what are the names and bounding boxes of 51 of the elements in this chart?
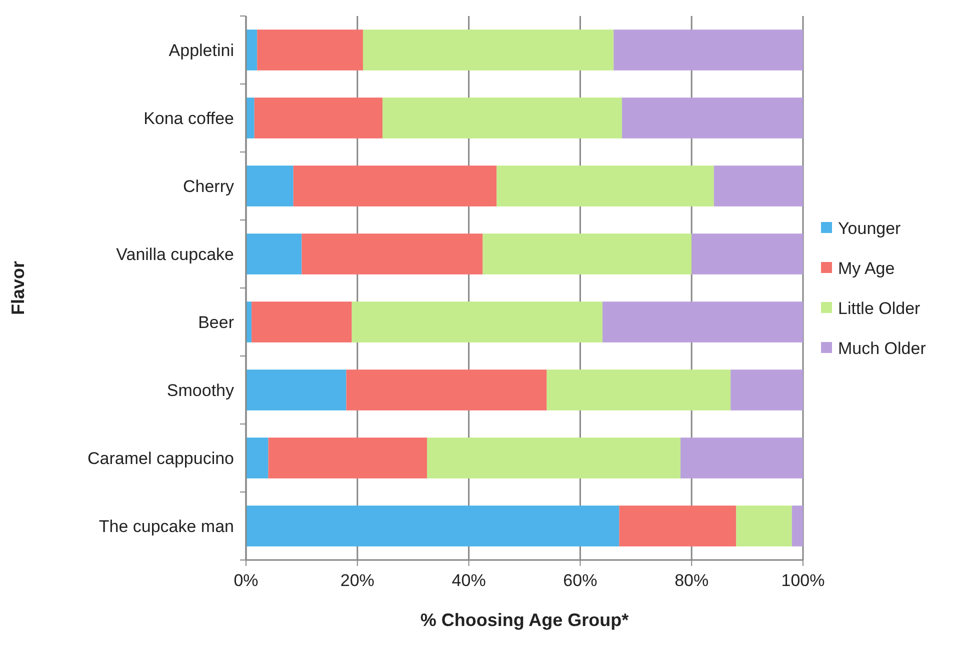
bar bbox=[482, 234, 692, 274]
bar bbox=[246, 506, 620, 546]
bar bbox=[614, 30, 803, 70]
bar bbox=[382, 98, 622, 138]
legend-label: Younger bbox=[838, 218, 902, 238]
y-tick-label: The cupcake man bbox=[98, 516, 234, 536]
x-tick-label: 60% bbox=[563, 571, 598, 590]
legend-label: Much Older bbox=[838, 338, 926, 358]
x-tick-label: 80% bbox=[674, 571, 709, 590]
y-tick-label: Caramel cappucino bbox=[88, 448, 234, 468]
bar bbox=[254, 98, 382, 138]
x-tick-label: 0% bbox=[234, 571, 258, 590]
bar bbox=[257, 30, 363, 70]
bar bbox=[714, 166, 803, 206]
bar bbox=[268, 438, 428, 478]
x-tick-label: 100% bbox=[781, 571, 825, 590]
bar bbox=[246, 234, 302, 274]
x-tick-label: 20% bbox=[340, 571, 374, 590]
bar bbox=[362, 30, 614, 70]
bar bbox=[792, 506, 803, 546]
bar bbox=[302, 234, 483, 274]
y-tick-label: Vanilla cupcake bbox=[116, 244, 234, 264]
bar bbox=[246, 30, 258, 70]
bar bbox=[246, 166, 294, 206]
bar bbox=[619, 506, 736, 546]
bar bbox=[692, 234, 803, 274]
x-axis-title: % Choosing Age Group* bbox=[420, 610, 629, 630]
bar bbox=[427, 438, 680, 478]
legend-label: My Age bbox=[838, 258, 895, 278]
legend-label: Little Older bbox=[838, 298, 921, 318]
bar bbox=[546, 370, 731, 410]
bar bbox=[346, 370, 547, 410]
x-tick-label: 40% bbox=[452, 571, 486, 590]
bar bbox=[680, 438, 803, 478]
bar bbox=[293, 166, 497, 206]
y-tick-label: Cherry bbox=[182, 176, 234, 196]
bar bbox=[352, 302, 602, 342]
bar bbox=[602, 302, 803, 342]
y-axis-title: Flavor bbox=[8, 260, 28, 316]
bar bbox=[496, 166, 714, 206]
bar bbox=[622, 98, 803, 138]
bar bbox=[246, 370, 346, 410]
y-tick-label: Smoothy bbox=[166, 380, 234, 400]
bar bbox=[252, 302, 352, 342]
bar bbox=[246, 98, 254, 138]
y-tick-label: Appletini bbox=[168, 40, 234, 60]
bar bbox=[246, 438, 268, 478]
y-tick-label: Kona coffee bbox=[144, 108, 234, 128]
bar bbox=[736, 506, 792, 546]
y-tick-label: Beer bbox=[198, 312, 234, 332]
bar bbox=[730, 370, 803, 410]
